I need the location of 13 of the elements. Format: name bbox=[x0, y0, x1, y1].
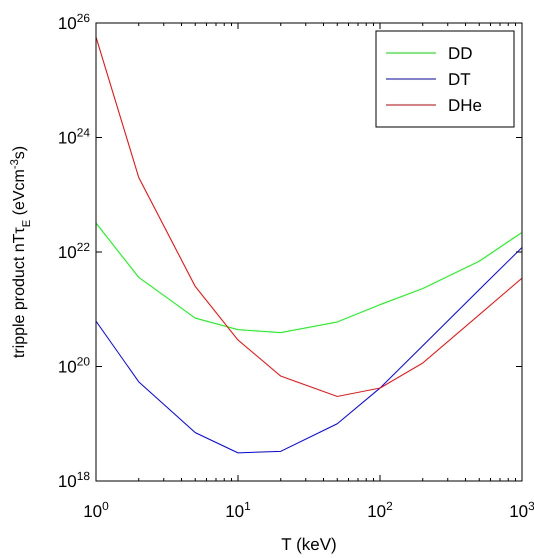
x-tick-label: 10$^{0}$ bbox=[83, 499, 110, 521]
legend-label: DHe bbox=[448, 96, 482, 115]
y-tick-label: 10$^{24}$ bbox=[58, 126, 90, 148]
legend-label: DT bbox=[448, 70, 471, 89]
x-tick-label: 10$^{1}$ bbox=[225, 499, 252, 521]
x-tick-label: 10$^{2}$ bbox=[367, 499, 394, 521]
y-tick-label: 10$^{26}$ bbox=[58, 11, 90, 33]
x-tick-label: 10$^{3}$ bbox=[509, 499, 534, 521]
y-tick-label: 10$^{18}$ bbox=[58, 469, 90, 491]
x-axis-title: T (keV) bbox=[281, 535, 337, 554]
y-tick-label: 10$^{20}$ bbox=[58, 354, 90, 376]
y-tick-label: 10$^{22}$ bbox=[58, 240, 90, 262]
legend-label: DD bbox=[448, 44, 473, 63]
